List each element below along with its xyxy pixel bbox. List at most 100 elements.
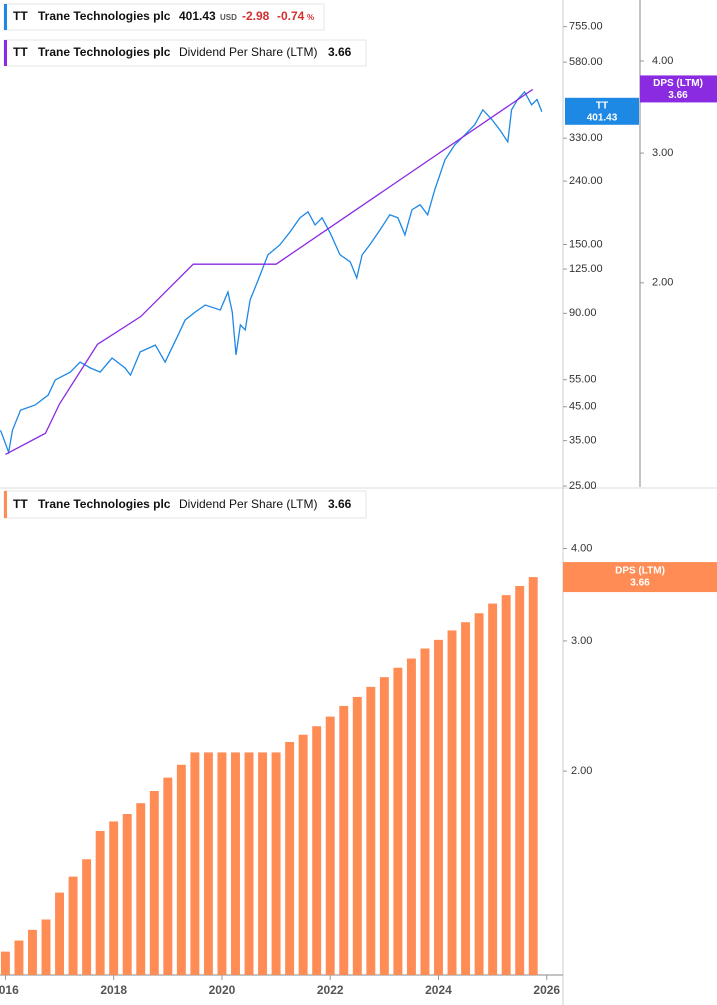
legend: TT Trane Technologies plc Dividend Per S…	[3, 490, 367, 519]
badge-box	[565, 97, 639, 125]
y-tick-label: 580.00	[569, 56, 603, 68]
y2-tick-label: 4.00	[652, 55, 673, 67]
legend: TT Trane Technologies plc 401.43 USD -2.…	[3, 3, 325, 31]
bar	[190, 752, 200, 975]
bar	[339, 705, 349, 975]
legend-name: Trane Technologies plc	[38, 9, 171, 23]
x-tick-label: 2018	[100, 983, 127, 997]
bar	[406, 658, 416, 975]
bar	[149, 790, 159, 975]
x-tick-label: 2026	[533, 983, 560, 997]
badge-value: 3.66	[668, 90, 688, 101]
line-series	[0, 90, 543, 455]
bar	[420, 648, 430, 975]
bar	[0, 951, 10, 975]
bar	[285, 741, 295, 975]
legend-swatch	[4, 40, 7, 66]
dps-badge: DPS (LTM)3.66	[563, 562, 717, 593]
y2-tick-label: 3.00	[652, 147, 673, 159]
bar	[163, 777, 173, 975]
bar	[447, 630, 457, 975]
badge-box	[640, 75, 717, 103]
legend-name: Trane Technologies plc	[38, 497, 171, 511]
y-tick-label: 240.00	[569, 175, 603, 187]
badge-box	[563, 562, 717, 593]
bar	[461, 622, 471, 975]
legend-ticker: TT	[13, 497, 28, 511]
badge-label: DPS (LTM)	[653, 78, 703, 89]
bar	[379, 677, 389, 975]
y2-tick-label: 2.00	[652, 277, 673, 289]
bar	[14, 940, 24, 975]
line-series	[5, 88, 534, 455]
bar	[217, 752, 227, 975]
legend-box	[3, 39, 367, 67]
y-tick-label: 25.00	[569, 480, 597, 492]
badge-label: DPS (LTM)	[615, 566, 665, 577]
bar	[55, 892, 65, 975]
bar	[528, 577, 538, 975]
bar	[82, 859, 92, 975]
legend-swatch	[4, 491, 7, 518]
bar	[109, 821, 119, 975]
bar	[176, 764, 186, 975]
bar	[41, 919, 51, 975]
y-tick-label: 150.00	[569, 238, 603, 250]
y-tick-label: 755.00	[569, 21, 603, 33]
y-tick-label: 90.00	[569, 307, 597, 319]
legend: TT Trane Technologies plc Dividend Per S…	[3, 39, 367, 67]
bar	[203, 752, 213, 975]
bar	[488, 603, 498, 975]
legend-currency: USD	[220, 13, 237, 22]
bar	[231, 752, 240, 975]
bar	[325, 716, 335, 975]
legend-price: 401.43	[179, 9, 216, 23]
y-tick-label: 45.00	[569, 401, 597, 413]
bar	[515, 585, 525, 975]
bar	[122, 814, 132, 975]
x-tick-label: 2020	[209, 983, 236, 997]
badge-label: TT	[596, 100, 608, 111]
y-tick-label: 125.00	[569, 263, 603, 275]
bar	[271, 752, 281, 975]
legend-series: Dividend Per Share (LTM)	[179, 45, 318, 59]
legend-value: 3.66	[328, 497, 352, 511]
dps-badge: DPS (LTM)3.66	[640, 75, 717, 103]
legend-box	[3, 490, 367, 519]
x-tick-label: 2016	[0, 983, 19, 997]
bar	[434, 639, 443, 975]
badge-value: 401.43	[587, 112, 618, 123]
bar	[312, 726, 322, 975]
bar	[298, 734, 308, 975]
bar	[68, 876, 78, 975]
legend-swatch	[4, 4, 7, 30]
bar	[244, 752, 254, 975]
y-tick-label: 2.00	[571, 765, 592, 777]
bar	[95, 830, 105, 975]
legend-series: Dividend Per Share (LTM)	[179, 497, 318, 511]
x-tick-label: 2024	[425, 983, 452, 997]
bar	[393, 667, 403, 975]
y-tick-label: 3.00	[571, 635, 592, 647]
legend-ticker: TT	[13, 9, 28, 23]
bar	[366, 686, 376, 975]
legend-value: 3.66	[328, 45, 352, 59]
bar	[28, 929, 37, 975]
legend-box	[3, 3, 325, 31]
badge-value: 3.66	[630, 578, 650, 589]
bar	[258, 752, 268, 975]
bar	[474, 613, 484, 975]
y-tick-label: 35.00	[569, 435, 597, 447]
bar	[501, 595, 511, 975]
legend-ticker: TT	[13, 45, 28, 59]
bar	[136, 803, 146, 975]
legend-name: Trane Technologies plc	[38, 45, 171, 59]
legend-change-percent: -0.74	[277, 9, 305, 23]
legend-change: -2.98	[242, 9, 270, 23]
y-tick-label: 330.00	[569, 132, 603, 144]
y-tick-label: 55.00	[569, 374, 597, 386]
x-tick-label: 2022	[317, 983, 344, 997]
legend-percent-sign: %	[307, 13, 314, 22]
